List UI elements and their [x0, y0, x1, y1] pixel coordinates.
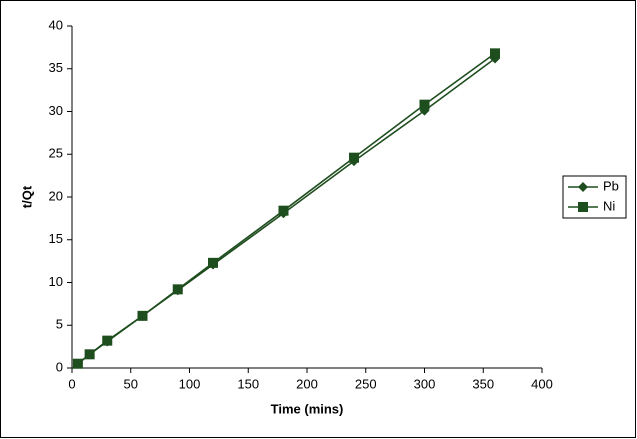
- y-tick-label: 40: [49, 17, 63, 32]
- y-tick-label: 20: [49, 188, 63, 203]
- x-tick-label: 350: [472, 376, 494, 391]
- marker-square: [84, 349, 95, 360]
- y-tick-label: 35: [49, 60, 63, 75]
- y-tick-label: 5: [56, 317, 63, 332]
- x-tick-label: 150: [237, 376, 259, 391]
- marker-square: [578, 202, 588, 212]
- y-tick-label: 15: [49, 231, 63, 246]
- legend-label: Pb: [603, 178, 619, 193]
- x-tick-label: 0: [68, 376, 75, 391]
- x-tick-label: 300: [414, 376, 436, 391]
- marker-diamond: [578, 182, 588, 192]
- marker-square: [137, 310, 148, 321]
- marker-square: [349, 152, 359, 163]
- x-tick-label: 200: [296, 376, 318, 391]
- x-tick-label: 50: [124, 376, 138, 391]
- marker-square: [490, 48, 500, 59]
- x-axis-title: Time (mins): [271, 401, 344, 416]
- x-tick-label: 250: [355, 376, 377, 391]
- y-tick-label: 25: [49, 146, 63, 161]
- series-line: [77, 52, 496, 365]
- y-tick-label: 30: [49, 103, 63, 118]
- marker-square: [278, 205, 289, 216]
- x-tick-label: 400: [531, 376, 553, 391]
- marker-square: [172, 284, 183, 295]
- legend-box: [562, 175, 627, 219]
- marker-square: [72, 358, 83, 369]
- y-axis-title: t/Qt: [19, 185, 34, 208]
- marker-square: [102, 335, 113, 346]
- y-tick-label: 0: [56, 359, 63, 374]
- legend-label: Ni: [603, 198, 615, 213]
- x-tick-label: 100: [179, 376, 201, 391]
- y-tick-label: 10: [49, 274, 63, 289]
- marker-square: [419, 99, 430, 110]
- marker-square: [208, 257, 218, 268]
